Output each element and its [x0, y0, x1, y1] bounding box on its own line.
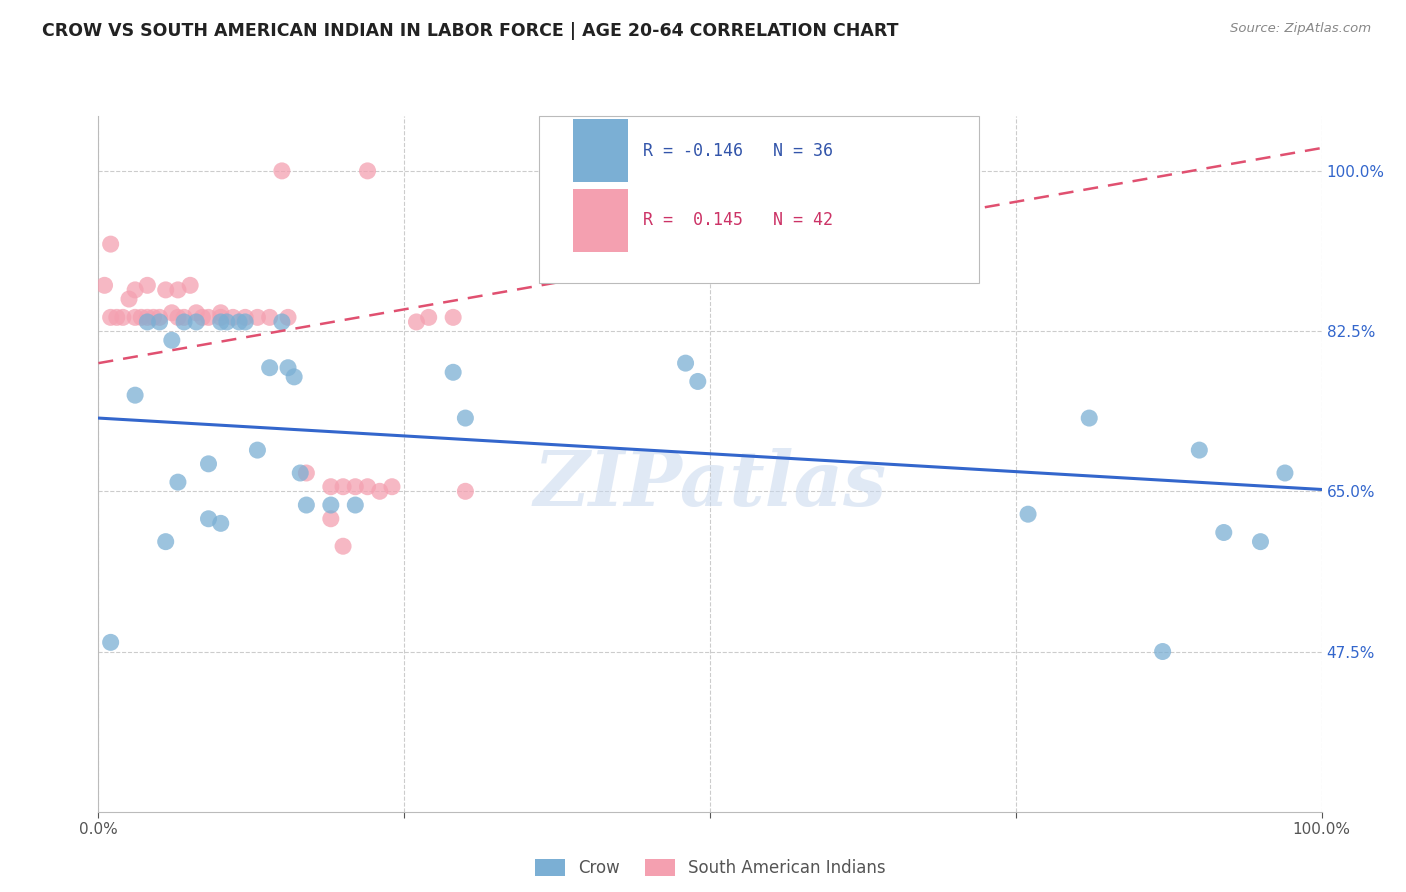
Point: [1078, 411, 1101, 425]
Point: [344, 480, 367, 494]
Point: [197, 457, 219, 471]
Point: [129, 310, 152, 325]
Point: [167, 310, 190, 325]
Point: [100, 310, 122, 325]
Point: [405, 315, 427, 329]
Text: CROW VS SOUTH AMERICAN INDIAN IN LABOR FORCE | AGE 20-64 CORRELATION CHART: CROW VS SOUTH AMERICAN INDIAN IN LABOR F…: [42, 22, 898, 40]
Point: [149, 310, 172, 325]
Point: [136, 315, 159, 329]
Point: [215, 315, 238, 329]
Point: [118, 292, 141, 306]
Point: [441, 365, 464, 379]
Point: [1249, 534, 1271, 549]
Point: [173, 315, 195, 329]
Point: [332, 539, 354, 553]
Point: [1274, 466, 1296, 480]
Point: [270, 315, 294, 329]
Point: [233, 310, 256, 325]
Point: [100, 237, 122, 252]
Text: ZIPatlas: ZIPatlas: [533, 448, 887, 522]
Point: [675, 356, 697, 370]
Point: [319, 498, 342, 512]
Point: [686, 375, 709, 389]
Point: [93, 278, 115, 293]
Point: [295, 498, 318, 512]
Point: [381, 480, 404, 494]
Point: [149, 315, 172, 329]
Point: [209, 516, 232, 531]
Point: [191, 310, 214, 325]
Point: [277, 360, 299, 375]
Point: [259, 310, 281, 325]
Point: [124, 388, 146, 402]
Point: [356, 164, 378, 178]
Point: [246, 443, 269, 458]
Point: [290, 466, 312, 480]
Point: [283, 369, 305, 384]
Text: Source: ZipAtlas.com: Source: ZipAtlas.com: [1230, 22, 1371, 36]
Point: [100, 635, 122, 649]
Point: [277, 310, 299, 325]
Point: [259, 360, 281, 375]
Point: [344, 498, 367, 512]
Point: [142, 310, 165, 325]
Point: [124, 310, 146, 325]
Point: [155, 283, 177, 297]
Point: [105, 310, 128, 325]
Point: [319, 512, 342, 526]
Text: R =  0.145   N = 42: R = 0.145 N = 42: [643, 211, 832, 229]
Point: [111, 310, 134, 325]
Text: R = -0.146   N = 36: R = -0.146 N = 36: [643, 142, 832, 160]
Point: [136, 278, 159, 293]
Point: [179, 278, 201, 293]
FancyBboxPatch shape: [538, 116, 979, 283]
Point: [295, 466, 318, 480]
Point: [136, 310, 159, 325]
Point: [209, 306, 232, 320]
Point: [454, 484, 477, 499]
Point: [1188, 443, 1211, 458]
Point: [167, 283, 190, 297]
Point: [155, 534, 177, 549]
Point: [160, 306, 183, 320]
Point: [160, 333, 183, 347]
Point: [186, 306, 208, 320]
Point: [368, 484, 391, 499]
Legend: Crow, South American Indians: Crow, South American Indians: [527, 852, 893, 883]
Point: [418, 310, 440, 325]
Point: [1152, 644, 1174, 658]
Point: [356, 480, 378, 494]
Point: [209, 310, 232, 325]
Point: [197, 512, 219, 526]
Point: [228, 315, 250, 329]
Point: [167, 475, 190, 490]
Point: [319, 480, 342, 494]
Point: [186, 315, 208, 329]
Point: [197, 310, 219, 325]
Point: [1017, 507, 1039, 521]
Point: [222, 310, 245, 325]
Point: [1212, 525, 1234, 540]
Point: [246, 310, 269, 325]
Point: [454, 411, 477, 425]
Point: [209, 315, 232, 329]
Point: [270, 164, 294, 178]
Bar: [574, 120, 628, 182]
Point: [441, 310, 464, 325]
Bar: [574, 189, 628, 252]
Point: [332, 480, 354, 494]
Point: [124, 283, 146, 297]
Point: [233, 315, 256, 329]
Point: [173, 310, 195, 325]
